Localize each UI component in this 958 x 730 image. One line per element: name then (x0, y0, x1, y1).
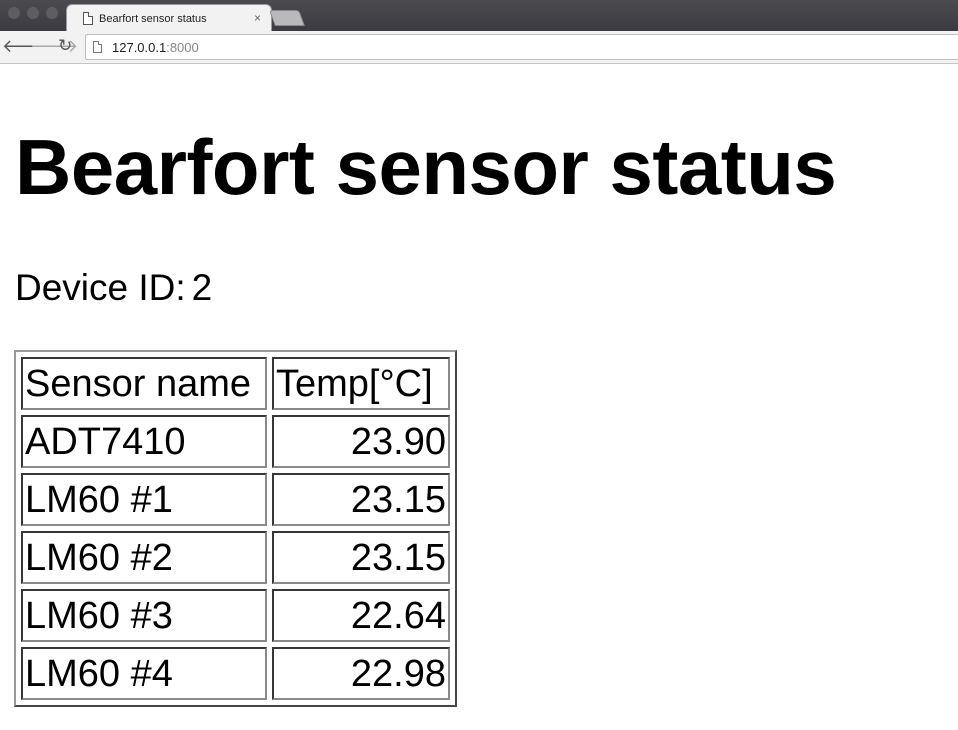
column-header-sensor-name: Sensor name (21, 357, 267, 410)
reload-icon[interactable]: ↻ (58, 36, 73, 55)
table-row: LM60 #4 22.98 (21, 647, 450, 700)
device-id-label: Device ID: (15, 267, 186, 308)
sensor-name-cell: LM60 #3 (21, 589, 267, 642)
table-row: LM60 #2 23.15 (21, 531, 450, 584)
tab-title: Bearfort sensor status (99, 12, 207, 25)
temp-cell: 22.98 (272, 647, 450, 700)
temp-cell: 22.64 (272, 589, 450, 642)
browser-tab[interactable]: Bearfort sensor status × (66, 4, 272, 32)
table-header-row: Sensor name Temp[°C] (21, 357, 450, 410)
window-minimize-icon[interactable] (27, 7, 39, 19)
table-row: LM60 #3 22.64 (21, 589, 450, 642)
device-id-value: 2 (191, 267, 213, 308)
address-bar[interactable]: 127.0.0.1:8000 (85, 34, 958, 60)
url-host: 127.0.0.1 (112, 39, 167, 55)
back-arrow-icon[interactable]: 🡐 (2, 36, 51, 56)
browser-titlebar: Bearfort sensor status × (0, 0, 958, 32)
document-icon (93, 41, 102, 53)
window-close-icon[interactable] (8, 7, 20, 19)
temp-cell: 23.15 (272, 473, 450, 526)
browser-toolbar: 🡐 🡒 ↻ 127.0.0.1:8000 (0, 31, 958, 64)
page-icon (83, 12, 93, 25)
sensor-name-cell: LM60 #2 (21, 531, 267, 584)
column-header-temp: Temp[°C] (272, 357, 450, 410)
forward-arrow-icon[interactable]: 🡒 (30, 36, 79, 56)
device-id-line: Device ID: 2 (15, 267, 212, 309)
table-row: LM60 #1 23.15 (21, 473, 450, 526)
new-tab-button[interactable] (269, 10, 305, 26)
sensor-table: Sensor name Temp[°C] ADT7410 23.90 LM60 … (14, 350, 457, 707)
temp-cell: 23.15 (272, 531, 450, 584)
sensor-name-cell: LM60 #4 (21, 647, 267, 700)
url-text[interactable]: 127.0.0.1:8000 (112, 40, 199, 55)
url-port: :8000 (166, 39, 199, 55)
page-content: Bearfort sensor status Device ID: 2 Senso… (0, 64, 958, 730)
window-zoom-icon[interactable] (46, 7, 58, 19)
table-row: ADT7410 23.90 (21, 415, 450, 468)
sensor-name-cell: ADT7410 (21, 415, 267, 468)
page-title: Bearfort sensor status (15, 123, 837, 211)
temp-cell: 23.90 (272, 415, 450, 468)
close-icon[interactable]: × (253, 11, 261, 25)
sensor-name-cell: LM60 #1 (21, 473, 267, 526)
